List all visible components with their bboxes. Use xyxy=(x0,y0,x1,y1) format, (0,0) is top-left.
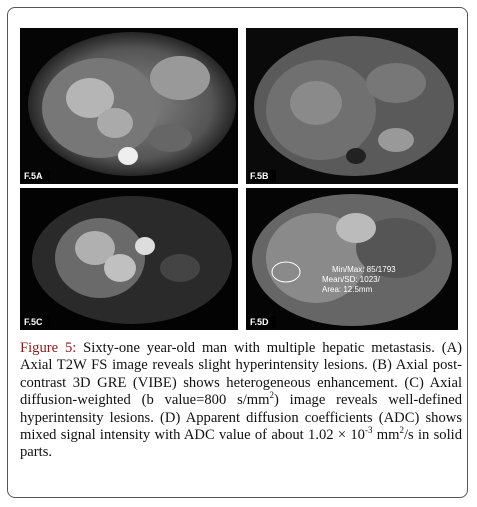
superscript: 2 xyxy=(399,425,404,436)
superscript: 2 xyxy=(269,390,275,401)
panel-c: F.5C xyxy=(20,188,238,330)
caption-text: /s in solid parts. xyxy=(20,427,463,461)
figure-frame xyxy=(7,7,468,498)
panel-label: F.5D xyxy=(250,317,269,327)
caption-text: ) image reveals well-defined hyperintens… xyxy=(20,392,462,444)
roi-text: Min/Max: 85/1793 xyxy=(332,265,396,274)
roi-text: Area: 12.5mm xyxy=(322,285,373,294)
panel-d: Min/Max: 85/1793 Mean/SD: 1023/ Area: 12… xyxy=(246,188,458,330)
superscript: -3 xyxy=(364,425,373,436)
caption-text: mm xyxy=(372,427,400,444)
caption-text: Sixty-one year-old man with multiple hep… xyxy=(20,340,462,409)
panel-label: F.5A xyxy=(24,171,43,181)
caption-label: Figure 5: xyxy=(20,340,77,356)
panel-a: F.5A xyxy=(20,28,238,184)
panel-b: F.5B xyxy=(246,28,458,184)
figure-caption: Figure 5: Sixty-one year-old man with mu… xyxy=(20,340,462,462)
panel-label: F.5C xyxy=(24,317,43,327)
roi-text: Mean/SD: 1023/ xyxy=(322,275,381,284)
panel-label: F.5B xyxy=(250,171,269,181)
